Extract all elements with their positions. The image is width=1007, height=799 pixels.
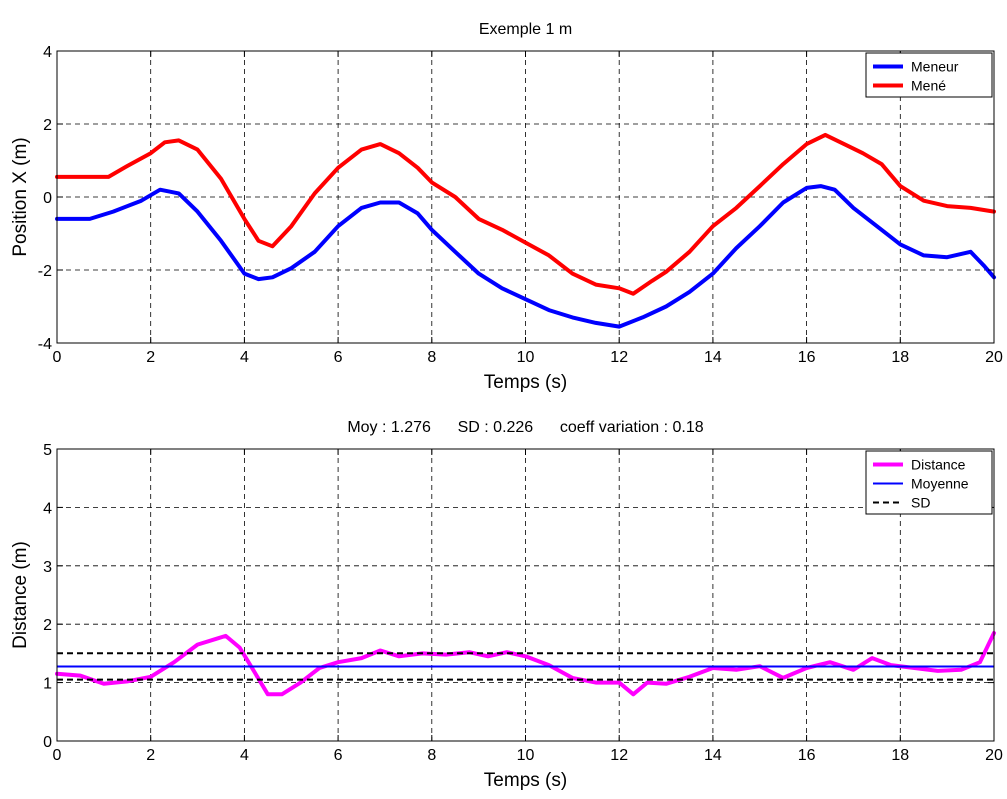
y-tick-label: 1 bbox=[43, 676, 52, 693]
legend-box bbox=[865, 52, 993, 98]
y-tick-label: 2 bbox=[43, 117, 52, 134]
x-tick-label: 6 bbox=[334, 747, 343, 764]
legend-label: Moyenne bbox=[911, 476, 969, 492]
x-tick-label: 0 bbox=[53, 747, 62, 764]
y-tick-label: 3 bbox=[43, 559, 52, 576]
y-tick-label: 4 bbox=[43, 44, 52, 61]
y-tick-label: 4 bbox=[43, 500, 52, 517]
y-tick-label: 0 bbox=[43, 190, 52, 207]
x-axis-label: Temps (s) bbox=[484, 372, 567, 393]
x-tick-label: 0 bbox=[53, 349, 62, 366]
y-tick-label: 0 bbox=[43, 734, 52, 751]
x-tick-label: 8 bbox=[427, 747, 436, 764]
y-axis-label: Distance (m) bbox=[10, 541, 31, 649]
x-tick-label: 2 bbox=[146, 349, 155, 366]
chart-title: Exemple 1 m bbox=[479, 21, 572, 38]
legend: Distance Moyenne SD bbox=[865, 450, 993, 515]
chart-title: Moy : 1.276 SD : 0.226 coeff variation :… bbox=[347, 419, 703, 436]
x-tick-label: 14 bbox=[704, 349, 722, 366]
x-tick-label: 4 bbox=[240, 747, 249, 764]
legend-label: Distance bbox=[911, 457, 966, 473]
legend-label: Mené bbox=[911, 78, 946, 94]
x-tick-label: 12 bbox=[610, 747, 628, 764]
x-tick-label: 16 bbox=[798, 349, 816, 366]
x-tick-label: 20 bbox=[985, 349, 1003, 366]
x-axis-label: Temps (s) bbox=[484, 770, 567, 791]
x-tick-label: 10 bbox=[517, 747, 535, 764]
x-tick-label: 6 bbox=[334, 349, 343, 366]
x-tick-label: 20 bbox=[985, 747, 1003, 764]
x-tick-label: 12 bbox=[610, 349, 628, 366]
series-line-mené bbox=[55, 132, 996, 296]
series-line-distance bbox=[55, 631, 996, 697]
x-tick-label: 18 bbox=[891, 747, 909, 764]
legend-label: SD bbox=[911, 495, 930, 511]
x-tick-label: 4 bbox=[240, 349, 249, 366]
y-axis-label: Position X (m) bbox=[10, 137, 31, 256]
y-tick-label: -4 bbox=[38, 336, 52, 353]
x-tick-label: 18 bbox=[891, 349, 909, 366]
chart-1: 0 2 4 6 8 10 12 14 16 18 20 -4 -2 0 2 4 Exemple 1 m Temps… bbox=[10, 21, 1003, 393]
y-tick-label: 2 bbox=[43, 617, 52, 634]
x-tick-label: 14 bbox=[704, 747, 722, 764]
y-tick-label: -2 bbox=[38, 263, 52, 280]
series-line-meneur bbox=[55, 184, 996, 329]
legend-label: Meneur bbox=[911, 59, 959, 75]
legend: Meneur Mené bbox=[865, 52, 993, 98]
x-tick-label: 10 bbox=[517, 349, 535, 366]
x-tick-label: 2 bbox=[146, 747, 155, 764]
y-tick-label: 5 bbox=[43, 442, 52, 459]
x-tick-label: 8 bbox=[427, 349, 436, 366]
x-tick-label: 16 bbox=[798, 747, 816, 764]
